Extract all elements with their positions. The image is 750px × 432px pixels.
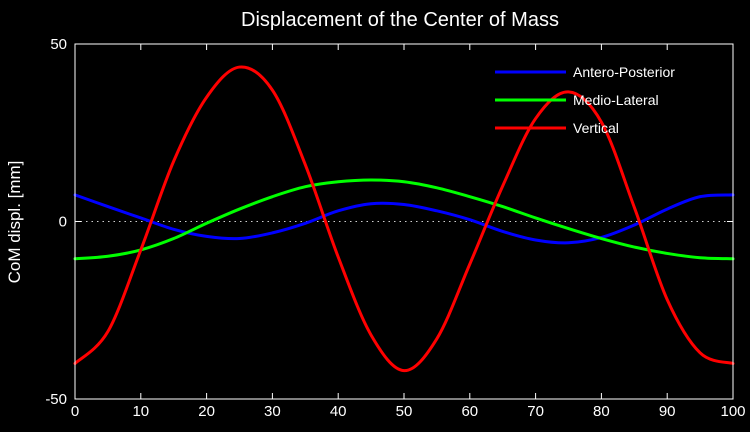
plot-area [75, 44, 733, 399]
y-axis-label: CoM displ. [mm] [5, 161, 24, 284]
x-tick-label: 100 [720, 403, 745, 420]
x-tick-label: 60 [461, 403, 478, 420]
series-line-antero-posterior [73, 193, 735, 245]
legend-label: Vertical [573, 120, 619, 136]
legend-label: Medio-Lateral [573, 92, 659, 108]
x-tick-label: 40 [330, 403, 347, 420]
legend: Antero-Posterior Medio-Lateral Vertical [495, 64, 675, 136]
x-tick-label: 30 [264, 403, 281, 420]
x-tick-label: 20 [198, 403, 215, 420]
y-tick-label: 50 [50, 36, 67, 53]
series-line-vertical [73, 65, 735, 373]
x-tick-label: 90 [659, 403, 676, 420]
series-line-medio-lateral [73, 178, 735, 261]
y-tick-label: -50 [45, 391, 67, 408]
legend-label: Antero-Posterior [573, 64, 675, 80]
y-tick-label: 0 [59, 214, 67, 231]
x-tick-label: 10 [132, 403, 149, 420]
x-tick-label: 50 [396, 403, 413, 420]
x-tick-label: 0 [71, 403, 79, 420]
x-tick-label: 70 [527, 403, 544, 420]
plot-layer: 0 10 20 30 40 50 60 70 80 90 100-50050Antero-Poste… [45, 36, 745, 420]
chart-title: Displacement of the Center of Mass [241, 9, 559, 31]
x-tick-label: 80 [593, 403, 610, 420]
